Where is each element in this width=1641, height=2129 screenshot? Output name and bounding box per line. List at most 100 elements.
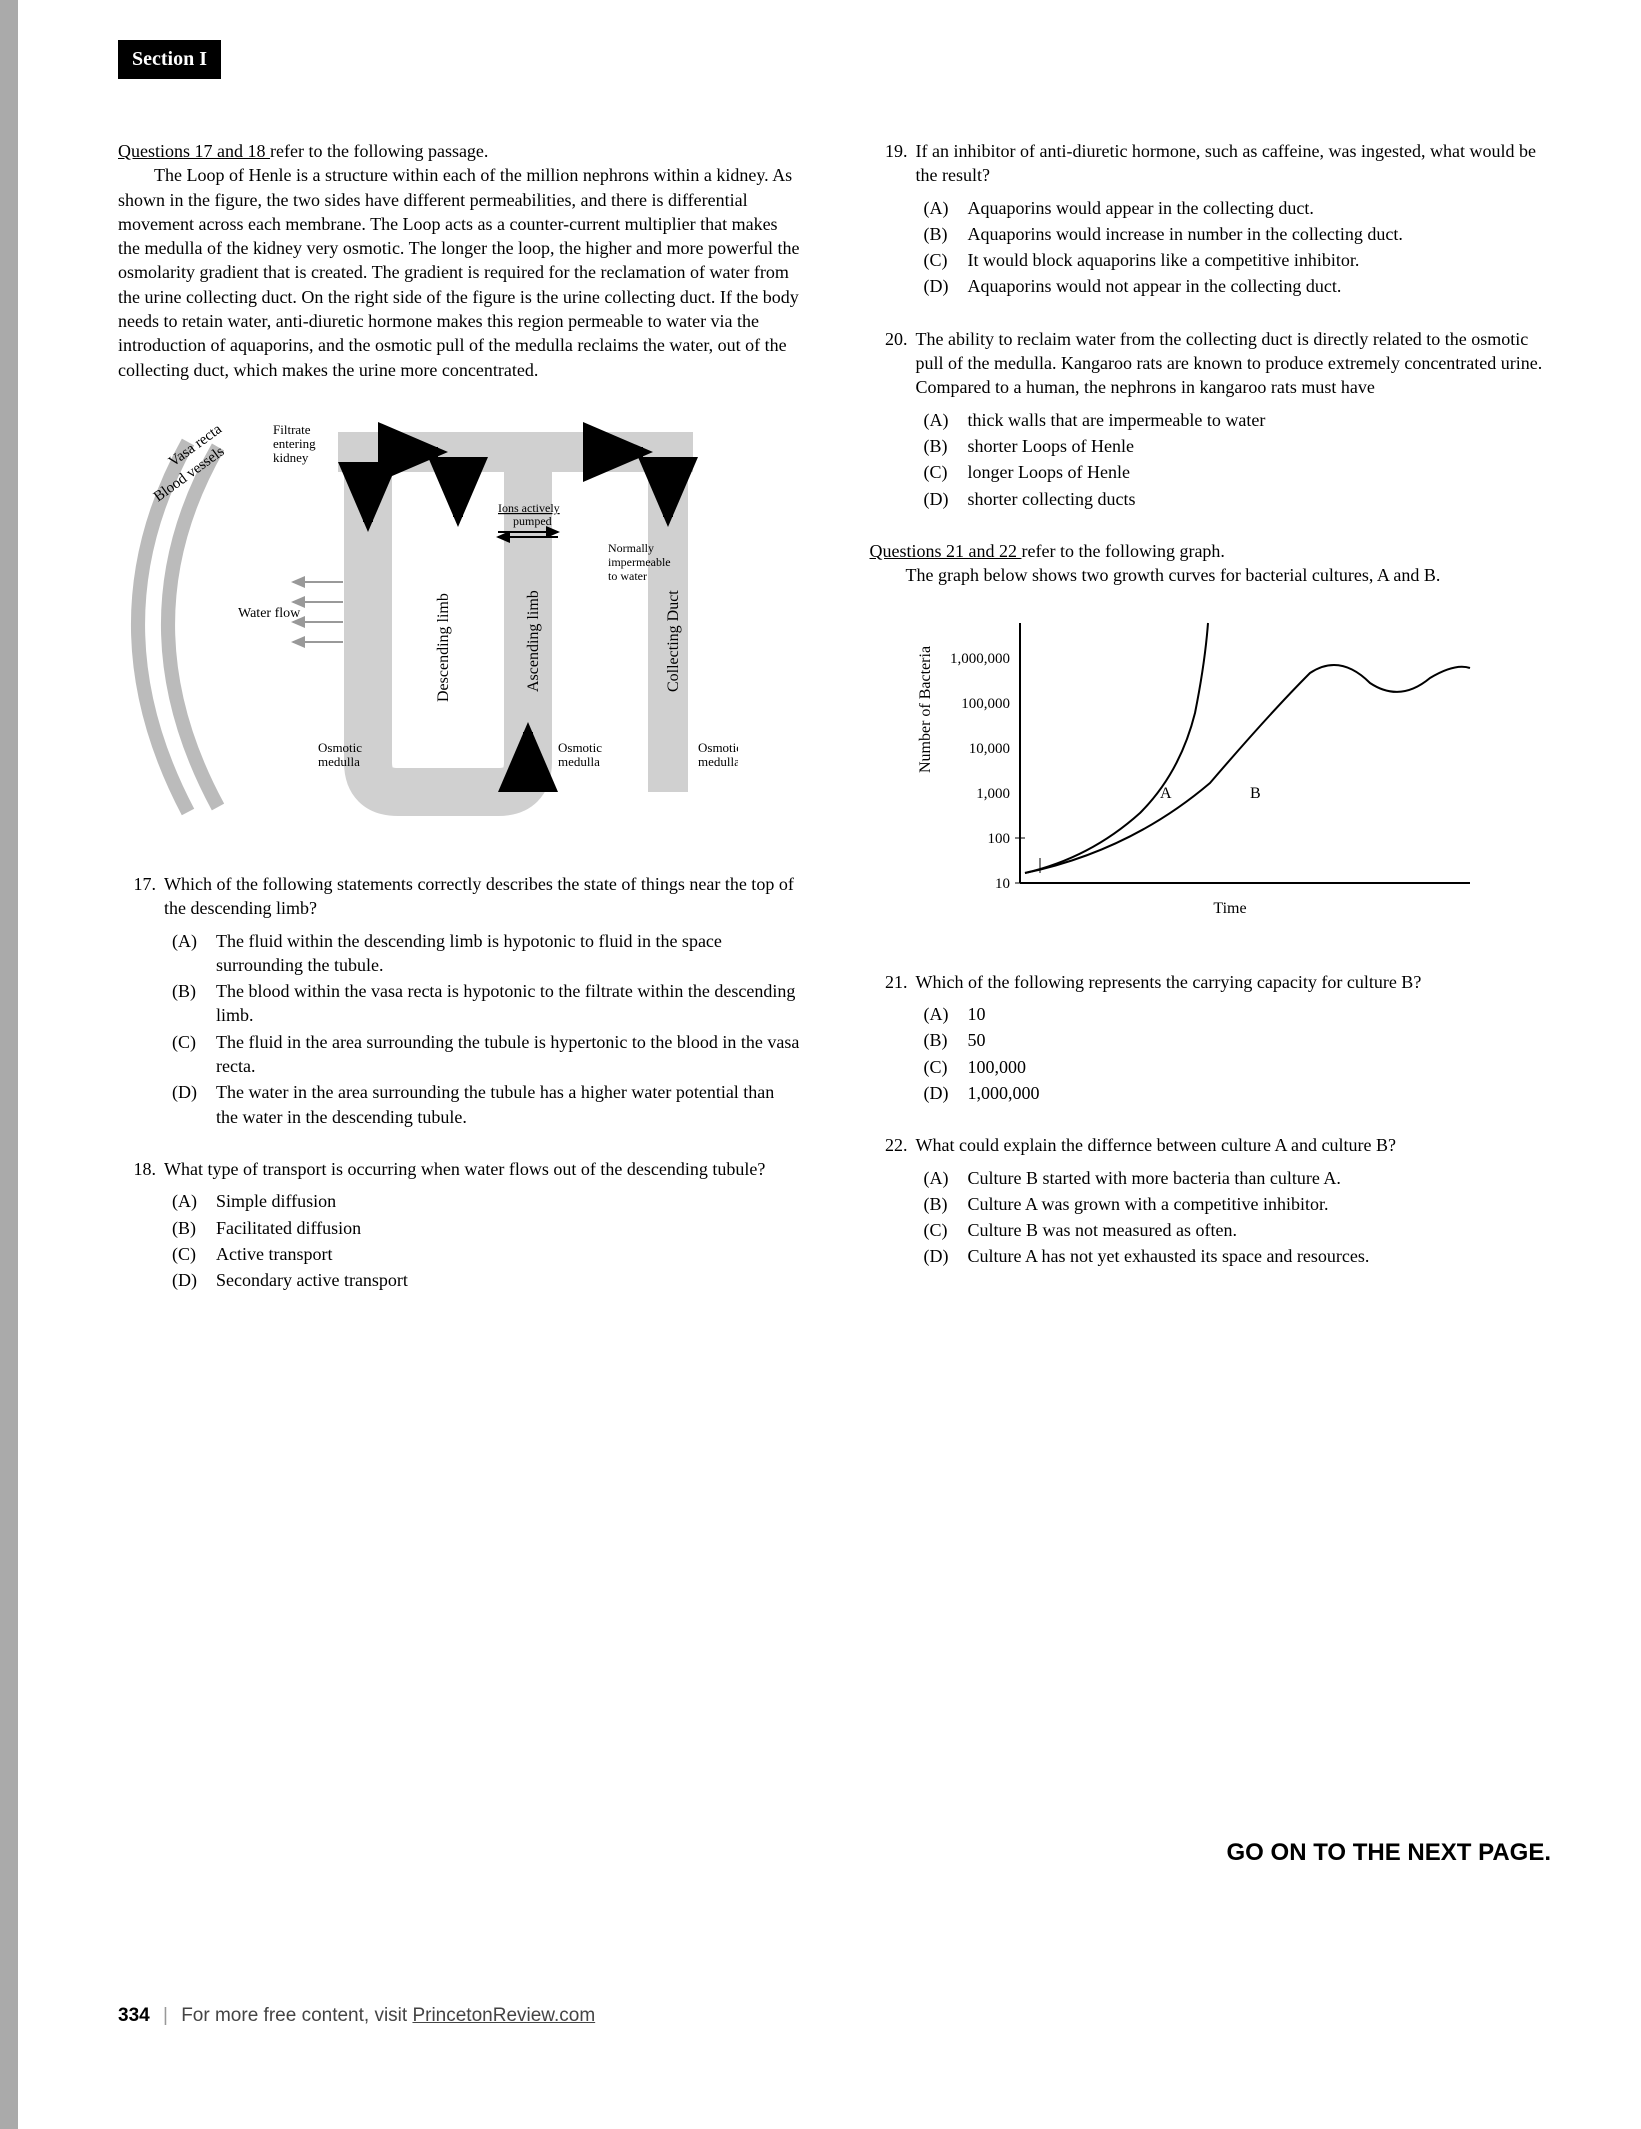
q18-choice-a-letter: (A)	[172, 1189, 216, 1213]
q19-choice-d: Aquaporins would not appear in the colle…	[968, 274, 1552, 298]
next-page-notice: GO ON TO THE NEXT PAGE.	[1227, 1837, 1551, 1869]
label-filtrate-2: entering	[273, 436, 316, 451]
q22-stem: What could explain the differnce between…	[916, 1133, 1552, 1157]
q21-choice-b-letter: (B)	[924, 1028, 968, 1052]
passage2-reference: Questions 21 and 22 refer to the followi…	[870, 539, 1552, 563]
passage1-reference: Questions 17 and 18 refer to the followi…	[118, 139, 800, 163]
label-ions-2: pumped	[513, 514, 552, 528]
q19-choice-b-letter: (B)	[924, 222, 968, 246]
ytick-1000: 1,000	[976, 786, 1010, 802]
q19-choice-b: Aquaporins would increase in number in t…	[968, 222, 1552, 246]
label-imperm-2: impermeable	[608, 555, 671, 569]
chart-ylabel: Number of Bacteria	[917, 646, 934, 773]
right-column: 19. If an inhibitor of anti-diuretic hor…	[870, 139, 1552, 1320]
q18-choice-c-letter: (C)	[172, 1242, 216, 1266]
chart-xlabel: Time	[1213, 900, 1246, 917]
q21-choice-a: 10	[968, 1002, 1552, 1026]
question-22: 22. What could explain the differnce bet…	[870, 1133, 1552, 1270]
q22-choice-d: Culture A has not yet exhausted its spac…	[968, 1244, 1552, 1268]
label-osmotic-3a: Osmotic	[698, 740, 738, 755]
q18-choice-d-letter: (D)	[172, 1268, 216, 1292]
q19-choice-d-letter: (D)	[924, 274, 968, 298]
q17-choice-c-letter: (C)	[172, 1030, 216, 1079]
growth-chart: 10 100 1,000 10,000 100,000 1,000,000 Nu…	[910, 603, 1552, 939]
q19-number: 19.	[870, 139, 916, 301]
passage2-ref-suffix: refer to the following graph.	[1022, 541, 1225, 561]
q21-choice-b: 50	[968, 1028, 1552, 1052]
label-descending: Descending limb	[435, 593, 452, 702]
q19-choice-c: It would block aquaporins like a competi…	[968, 248, 1552, 272]
q21-choice-c-letter: (C)	[924, 1055, 968, 1079]
loop-of-henle-diagram: Vasa recta Blood vessels Filtrate enteri…	[118, 412, 800, 832]
q18-choice-b: Facilitated diffusion	[216, 1216, 800, 1240]
q22-choice-a: Culture B started with more bacteria tha…	[968, 1166, 1552, 1190]
ytick-1000000: 1,000,000	[950, 651, 1010, 667]
q19-choice-a-letter: (A)	[924, 196, 968, 220]
label-ions-1: Ions actively	[498, 501, 560, 515]
q17-choice-d: The water in the area surrounding the tu…	[216, 1080, 800, 1129]
q17-choice-b: The blood within the vasa recta is hypot…	[216, 979, 800, 1028]
passage1-ref-underline: Questions 17 and 18	[118, 141, 270, 161]
q20-choice-b: shorter Loops of Henle	[968, 434, 1552, 458]
q19-choice-c-letter: (C)	[924, 248, 968, 272]
q22-choice-c: Culture B was not measured as often.	[968, 1218, 1552, 1242]
q17-number: 17.	[118, 872, 164, 1131]
page-number: 334	[118, 2005, 150, 2026]
q22-choice-c-letter: (C)	[924, 1218, 968, 1242]
q21-stem: Which of the following represents the ca…	[916, 970, 1552, 994]
q19-stem: If an inhibitor of anti-diuretic hormone…	[916, 139, 1552, 188]
q21-choice-a-letter: (A)	[924, 1002, 968, 1026]
q20-choice-a-letter: (A)	[924, 408, 968, 432]
label-osmotic-2b: medulla	[558, 754, 600, 769]
q17-choice-a: The fluid within the descending limb is …	[216, 929, 800, 978]
chart-svg: 10 100 1,000 10,000 100,000 1,000,000 Nu…	[910, 603, 1510, 933]
label-filtrate-3: kidney	[273, 450, 309, 465]
label-ascending: Ascending limb	[525, 590, 542, 692]
q18-number: 18.	[118, 1157, 164, 1294]
passage1-text: The Loop of Henle is a structure within …	[118, 163, 800, 382]
question-20: 20. The ability to reclaim water from th…	[870, 327, 1552, 513]
ytick-10000: 10,000	[968, 741, 1009, 757]
q20-choice-a: thick walls that are impermeable to wate…	[968, 408, 1552, 432]
q21-choice-d-letter: (D)	[924, 1081, 968, 1105]
question-19: 19. If an inhibitor of anti-diuretic hor…	[870, 139, 1552, 301]
left-column: Questions 17 and 18 refer to the followi…	[118, 139, 800, 1320]
footer-divider: |	[155, 2005, 176, 2026]
q20-choice-d: shorter collecting ducts	[968, 487, 1552, 511]
q20-choice-d-letter: (D)	[924, 487, 968, 511]
label-collecting: Collecting Duct	[665, 590, 682, 692]
q21-number: 21.	[870, 970, 916, 1107]
label-imperm-1: Normally	[608, 541, 654, 555]
two-column-layout: Questions 17 and 18 refer to the followi…	[118, 139, 1551, 1320]
q17-choice-d-letter: (D)	[172, 1080, 216, 1129]
q17-choice-b-letter: (B)	[172, 979, 216, 1028]
q20-number: 20.	[870, 327, 916, 513]
ytick-100: 100	[987, 831, 1010, 847]
label-osmotic-3b: medulla	[698, 754, 738, 769]
q20-choice-b-letter: (B)	[924, 434, 968, 458]
q22-choice-b-letter: (B)	[924, 1192, 968, 1216]
ytick-100000: 100,000	[961, 696, 1010, 712]
q22-choice-d-letter: (D)	[924, 1244, 968, 1268]
q18-choice-b-letter: (B)	[172, 1216, 216, 1240]
q17-choice-c: The fluid in the area surrounding the tu…	[216, 1030, 800, 1079]
label-osmotic-1a: Osmotic	[318, 740, 362, 755]
passage1-ref-suffix: refer to the following passage.	[270, 141, 488, 161]
label-osmotic-1b: medulla	[318, 754, 360, 769]
passage2-ref-underline: Questions 21 and 22	[870, 541, 1022, 561]
q17-stem: Which of the following statements correc…	[164, 872, 800, 921]
ytick-10: 10	[995, 876, 1010, 892]
q21-choice-c: 100,000	[968, 1055, 1552, 1079]
q18-stem: What type of transport is occurring when…	[164, 1157, 800, 1181]
footer-site-link: PrincetonReview.com	[412, 2005, 595, 2026]
q22-number: 22.	[870, 1133, 916, 1270]
q22-choice-b: Culture A was grown with a competitive i…	[968, 1192, 1552, 1216]
label-osmotic-2a: Osmotic	[558, 740, 602, 755]
footer-text: For more free content, visit	[181, 2005, 412, 2026]
diagram-svg: Vasa recta Blood vessels Filtrate enteri…	[118, 412, 738, 832]
q21-choice-d: 1,000,000	[968, 1081, 1552, 1105]
page: Section I Questions 17 and 18 refer to t…	[0, 0, 1641, 2129]
q20-choice-c-letter: (C)	[924, 460, 968, 484]
q18-choice-a: Simple diffusion	[216, 1189, 800, 1213]
chart-label-b: B	[1250, 785, 1261, 802]
